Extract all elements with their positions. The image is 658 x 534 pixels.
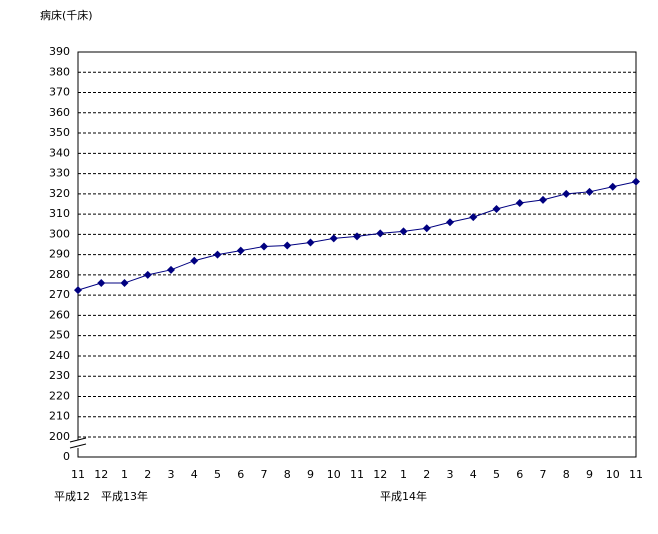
marker (120, 279, 129, 287)
x-tick-label: 3 (447, 468, 454, 481)
y-tick-label: 350 (49, 126, 70, 139)
y-tick-label: 0 (63, 450, 70, 463)
era-label: 平成14年 (380, 489, 427, 503)
marker (492, 205, 501, 214)
y-tick-label: 250 (49, 329, 70, 342)
y-tick-label: 340 (49, 146, 70, 159)
y-tick-label: 360 (49, 106, 70, 119)
marker (469, 213, 478, 222)
x-tick-label: 9 (307, 468, 314, 481)
marker (515, 198, 524, 207)
x-tick-label: 12 (94, 468, 108, 481)
x-tick-label: 10 (327, 468, 341, 481)
x-tick-label: 11 (350, 468, 364, 481)
marker (306, 238, 315, 247)
y-tick-label: 260 (49, 308, 70, 321)
x-tick-label: 4 (191, 468, 198, 481)
y-tick-label: 240 (49, 349, 70, 362)
y-tick-label: 270 (49, 288, 70, 301)
marker (97, 279, 106, 287)
x-tick-label: 1 (121, 468, 128, 481)
x-tick-label: 11 (71, 468, 85, 481)
marker (608, 182, 617, 191)
marker (167, 265, 175, 274)
marker (74, 286, 82, 295)
marker (376, 229, 385, 238)
marker (213, 250, 222, 259)
y-tick-label: 330 (49, 167, 70, 180)
marker (353, 232, 361, 241)
x-tick-label: 6 (516, 468, 523, 481)
x-tick-label: 2 (423, 468, 430, 481)
x-tick-label: 8 (563, 468, 570, 481)
x-tick-label: 10 (606, 468, 620, 481)
marker (190, 256, 199, 265)
era-label: 平成12 (54, 490, 90, 503)
x-tick-label: 2 (144, 468, 151, 481)
marker (283, 241, 292, 250)
y-tick-label: 220 (49, 389, 70, 402)
plot-frame (77, 51, 637, 458)
x-tick-label: 12 (373, 468, 387, 481)
y-tick-label: 320 (49, 187, 70, 200)
marker (143, 270, 152, 279)
axis-break (69, 443, 87, 449)
y-tick-label: 230 (49, 369, 70, 382)
x-tick-label: 9 (586, 468, 593, 481)
y-tick-label: 200 (49, 430, 70, 443)
marker (632, 177, 640, 186)
x-tick-label: 5 (214, 468, 221, 481)
axis-break-gap (72, 440, 84, 448)
y-tick-label: 300 (49, 227, 70, 240)
y-axis-label: 病床(千床) (40, 8, 93, 22)
marker (585, 187, 594, 196)
y-tick-label: 310 (49, 207, 70, 220)
x-tick-label: 7 (540, 468, 547, 481)
marker (236, 246, 245, 255)
x-tick-label: 6 (237, 468, 244, 481)
x-tick-label: 7 (261, 468, 268, 481)
y-tick-label: 390 (49, 45, 70, 58)
marker (399, 227, 408, 236)
x-tick-label: 3 (168, 468, 175, 481)
marker (260, 242, 268, 251)
x-tick-label: 5 (493, 468, 500, 481)
y-tick-label: 280 (49, 268, 70, 281)
y-tick-label: 290 (49, 248, 70, 261)
marker (539, 195, 547, 204)
era-label: 平成13年 (101, 489, 148, 503)
x-tick-label: 8 (284, 468, 291, 481)
marker (422, 224, 431, 233)
y-tick-label: 210 (49, 410, 70, 423)
x-tick-label: 4 (470, 468, 477, 481)
marker (329, 234, 338, 243)
y-tick-label: 380 (49, 65, 70, 78)
marker (446, 218, 454, 227)
y-tick-label: 370 (49, 86, 70, 99)
marker (562, 189, 571, 198)
x-tick-label: 1 (400, 468, 407, 481)
x-tick-label: 11 (629, 468, 643, 481)
axis-break (69, 437, 87, 443)
